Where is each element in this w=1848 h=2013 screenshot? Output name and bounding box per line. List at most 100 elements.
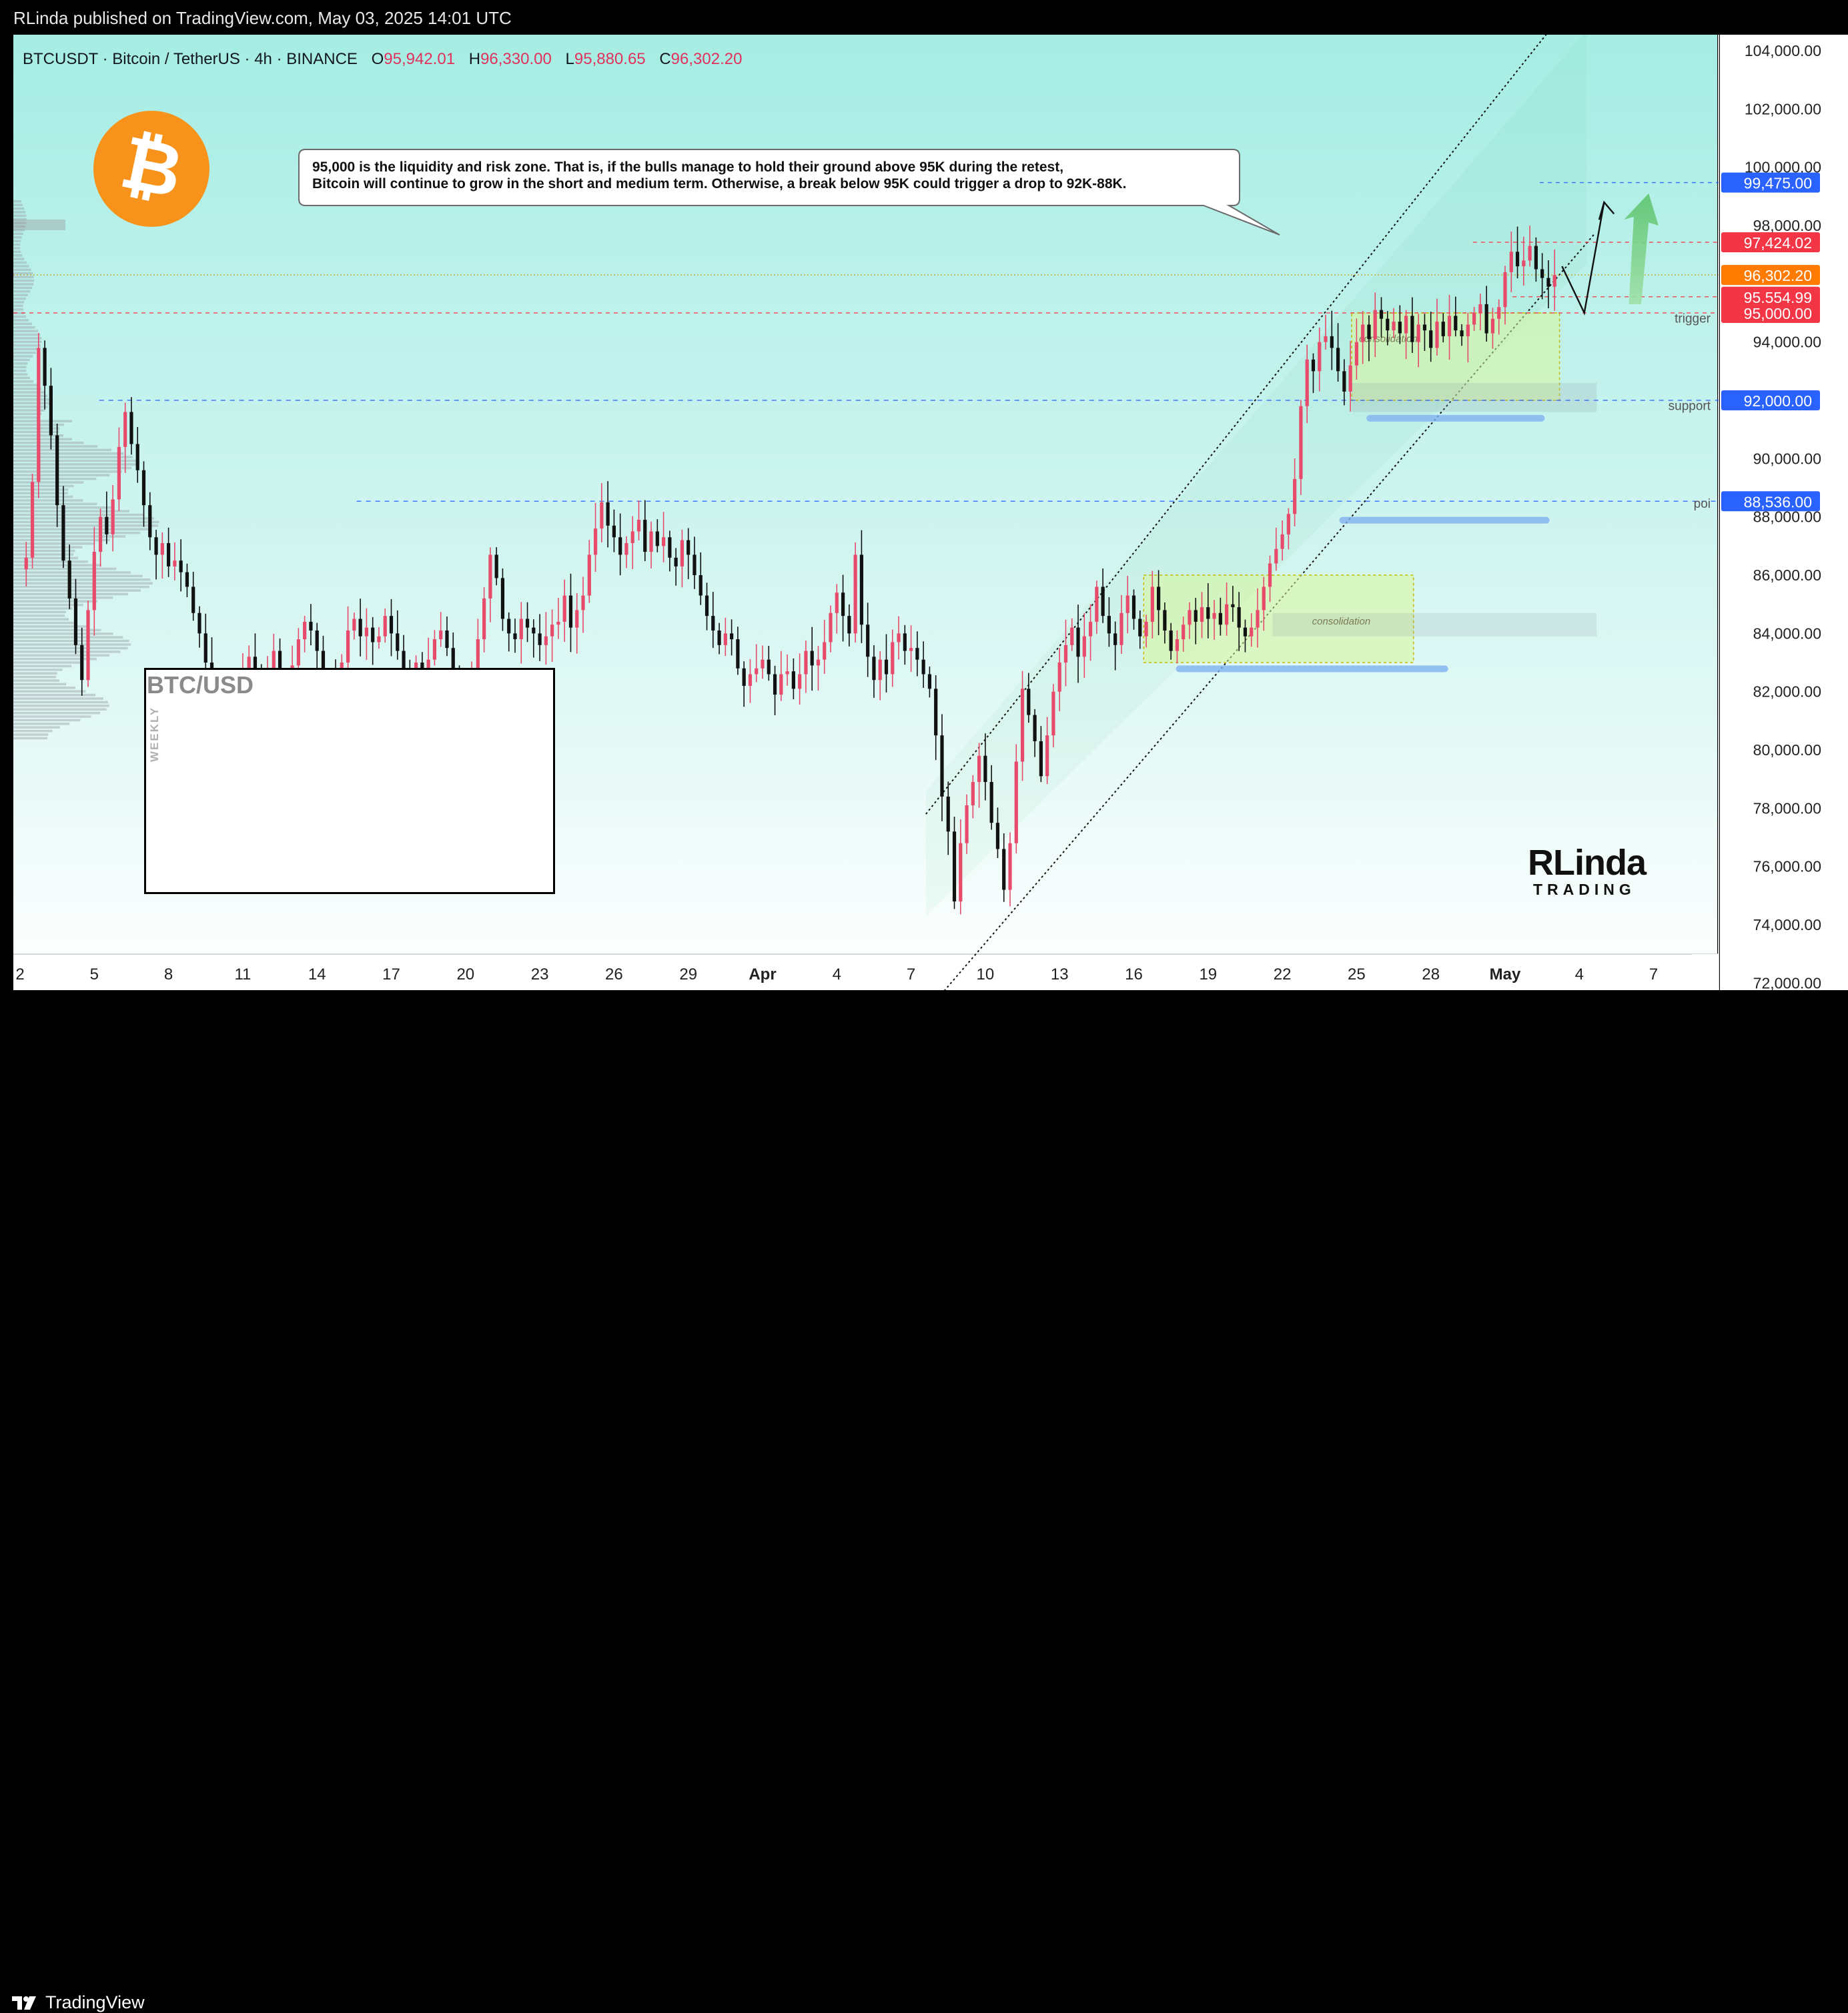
- candle-body: [593, 528, 598, 555]
- candle: [587, 540, 591, 603]
- candle: [668, 530, 672, 572]
- candle: [303, 615, 307, 653]
- candle: [154, 530, 158, 580]
- projection-path: [1561, 202, 1605, 316]
- candle: [915, 631, 919, 677]
- volume-profile-bar: [13, 484, 74, 488]
- bitcoin-logo-icon: ₿: [93, 111, 209, 227]
- candle: [1014, 744, 1018, 854]
- candle: [1293, 458, 1297, 526]
- candle-body: [1552, 275, 1556, 287]
- candle-body: [550, 625, 554, 637]
- candle: [568, 573, 573, 653]
- candle: [556, 598, 560, 639]
- candle: [1150, 570, 1154, 639]
- time-axis[interactable]: 2 5 8 11 14 17 20 23 26 29 Apr 4 7 10 13 16 19 22 25 28 May 4…: [15, 965, 1658, 983]
- candle-body: [513, 633, 517, 640]
- volume-profile-bar: [13, 452, 124, 455]
- candle: [736, 627, 740, 675]
- candle: [43, 340, 47, 410]
- candle: [1509, 231, 1513, 292]
- candle-body: [61, 505, 65, 561]
- time-tick: 2: [15, 965, 24, 983]
- candle-body: [371, 627, 375, 643]
- price-axis[interactable]: 104,000.00102,000.00100,000.0098,000.009…: [1721, 42, 1821, 1038]
- price-tick: 76,000.00: [1753, 858, 1821, 875]
- candle: [692, 536, 697, 589]
- candle-body: [1101, 586, 1105, 617]
- candle-body: [1119, 613, 1123, 645]
- candle: [67, 544, 71, 609]
- volume-profile-bar: [13, 542, 95, 545]
- volume-profile-bar: [13, 308, 23, 311]
- candle-body: [1528, 246, 1532, 261]
- time-tick: 19: [1199, 965, 1217, 983]
- candle-body: [1157, 586, 1161, 611]
- candle: [1305, 344, 1309, 424]
- candle-body: [618, 537, 622, 555]
- candle-body: [1318, 342, 1322, 372]
- candle-body: [377, 636, 381, 643]
- support-tag: support: [1669, 400, 1711, 414]
- candle: [952, 817, 957, 909]
- candle: [655, 519, 659, 552]
- candle: [167, 527, 171, 577]
- candle: [779, 651, 783, 701]
- candle: [1274, 527, 1278, 571]
- candle-body: [1503, 272, 1507, 308]
- price-tick: 72,000.00: [1753, 974, 1821, 991]
- candle: [309, 604, 313, 646]
- candle-body: [538, 633, 542, 645]
- candle-body: [1540, 269, 1544, 278]
- candle: [352, 613, 356, 640]
- candle-body: [98, 516, 103, 552]
- symbol-title[interactable]: BTCUSDT · Bitcoin / TetherUS · 4h · BINA…: [23, 50, 358, 68]
- candle: [1497, 299, 1501, 335]
- candle-body: [971, 782, 975, 805]
- candle: [1231, 586, 1235, 622]
- candle: [755, 644, 759, 683]
- volume-profile-bar: [13, 351, 36, 354]
- candle: [445, 616, 449, 657]
- time-tick: 16: [1125, 965, 1143, 983]
- volume-profile-bar: [13, 254, 23, 257]
- candle-body: [853, 554, 857, 634]
- inset-ylabel: WEEKLY: [148, 706, 161, 762]
- candle: [897, 616, 901, 660]
- candle: [364, 608, 368, 661]
- candle-body: [1422, 324, 1427, 331]
- price-label: 92,000.00: [1721, 390, 1820, 410]
- time-tick: 17: [382, 965, 400, 983]
- candle-body: [736, 639, 740, 669]
- candle-body: [1373, 310, 1377, 340]
- candle: [1515, 226, 1520, 279]
- candle: [1138, 611, 1142, 649]
- volume-profile-bar: [13, 330, 39, 332]
- candle-body: [668, 537, 672, 558]
- candle: [1113, 621, 1117, 671]
- price-label: 96,302.20: [1721, 265, 1820, 286]
- candle: [1144, 615, 1148, 648]
- tradingview-logo[interactable]: TradingView: [12, 1992, 145, 2013]
- volume-profile-bar: [13, 643, 131, 646]
- candle: [1373, 292, 1377, 358]
- volume-profile-bar: [13, 211, 26, 214]
- volume-profile-bar: [13, 697, 103, 700]
- volume-profile-bar: [13, 535, 126, 538]
- candle: [1422, 314, 1427, 352]
- volume-profile-bar: [13, 726, 60, 729]
- candle: [711, 592, 715, 649]
- candle: [532, 619, 536, 658]
- volume-profile-bar: [13, 225, 26, 228]
- volume-profile-bar: [13, 294, 28, 296]
- candle: [798, 653, 802, 705]
- candle: [674, 548, 678, 586]
- candle: [179, 539, 183, 592]
- volume-profile-bar: [13, 618, 69, 621]
- candle: [1200, 592, 1204, 639]
- candle: [909, 625, 913, 672]
- candle: [1367, 315, 1371, 362]
- candle-body: [959, 843, 963, 902]
- candle-body: [903, 633, 907, 651]
- volume-profile-bar: [13, 261, 27, 264]
